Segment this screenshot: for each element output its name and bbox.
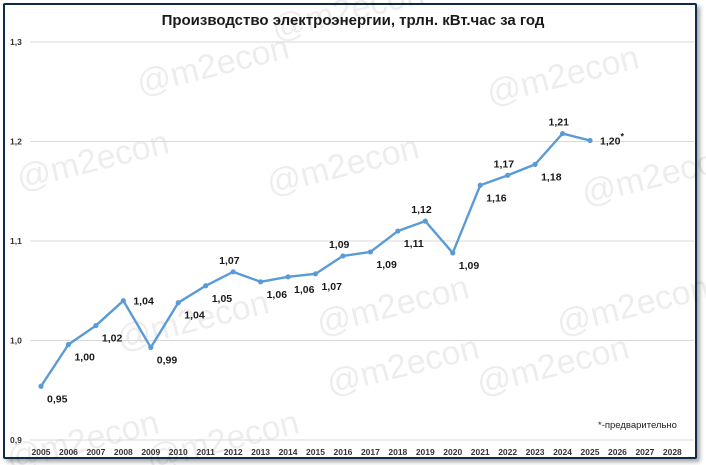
x-tick-label: 2014: [279, 447, 298, 457]
x-tick-label: 2021: [471, 447, 490, 457]
x-tick-label: 2006: [59, 447, 78, 457]
data-point: [120, 298, 126, 304]
watermark-text: @m2econ: [578, 138, 706, 212]
data-point: [532, 161, 538, 167]
data-label: 1,17: [494, 158, 515, 170]
x-tick-label: 2012: [224, 447, 243, 457]
data-point: [395, 228, 401, 234]
data-point: [65, 341, 72, 348]
watermark-layer: @m2econ@m2econ@m2econ@m2econ@m2econ @m2ec…: [3, 0, 706, 465]
data-label: 0,95: [47, 393, 68, 405]
watermark-text: @m2econ: [313, 268, 473, 342]
data-label: 1,00: [74, 351, 95, 363]
x-tick-label: 2017: [361, 447, 380, 457]
data-point: [505, 172, 511, 178]
data-point: [367, 249, 373, 255]
data-label: 1,05: [212, 293, 233, 305]
data-label: 1,07: [219, 255, 240, 267]
data-point: [93, 322, 99, 329]
x-tick-label: 2022: [498, 447, 517, 457]
watermark-text: @m2econ: [263, 128, 423, 202]
data-label: 1,18: [541, 171, 562, 183]
watermark-text: @m2econ: [473, 328, 633, 402]
data-label: 1,09: [459, 260, 480, 272]
data-label: 1,04: [133, 296, 154, 308]
watermark-text: @m2econ: [553, 268, 706, 342]
data-point: [258, 279, 264, 285]
data-point: [559, 130, 566, 137]
x-tick-label: 2007: [86, 447, 105, 457]
x-axis: 2005 2006 2007 2008 2009 2010 2011 2012 2013 2014…: [32, 447, 683, 457]
y-tick-label: 1,1: [10, 236, 22, 246]
y-tick-label: 1,0: [10, 336, 22, 346]
data-point: [587, 137, 593, 144]
x-tick-label: 2025: [581, 447, 600, 457]
x-tick-label: 2028: [663, 447, 682, 457]
y-tick-label: 1,2: [10, 137, 22, 147]
y-tick-label: 0,9: [10, 435, 22, 445]
watermark-text: @m2econ: [323, 328, 483, 402]
data-labels: 0,95 1,00 1,02 1,04 0,99 1,04 1,05 1,07 1,06 1,06…: [47, 117, 624, 406]
series-layer: [38, 130, 593, 389]
watermark-text: @m2econ: [133, 28, 293, 102]
data-label: 1,21: [549, 117, 570, 129]
data-point: [450, 250, 456, 256]
data-point: [340, 253, 346, 259]
data-point: [203, 283, 209, 289]
data-label: 1,06: [294, 284, 315, 296]
x-tick-label: 2018: [388, 447, 407, 457]
data-label: 1,12: [411, 204, 432, 216]
data-label: 1,20*: [600, 132, 624, 148]
x-tick-label: 2023: [526, 447, 545, 457]
chart-frame: [3, 3, 697, 459]
data-label: 1,06: [267, 289, 288, 301]
x-tick-label: 2005: [32, 447, 51, 457]
x-tick-label: 2024: [553, 447, 572, 457]
watermark-text: @m2econ: [268, 0, 428, 48]
data-point: [148, 344, 154, 351]
data-point: [422, 218, 428, 224]
watermark-text: @m2econ: [13, 123, 173, 197]
data-label: 1,09: [329, 239, 350, 251]
x-tick-label: 2008: [114, 447, 133, 457]
x-tick-label: 2026: [608, 447, 627, 457]
data-point: [175, 300, 181, 306]
x-tick-label: 2010: [169, 447, 188, 457]
x-tick-label: 2019: [416, 447, 435, 457]
x-tick-label: 2009: [141, 447, 160, 457]
data-label: 1,16: [486, 192, 507, 204]
data-point: [285, 274, 291, 280]
x-tick-label: 2011: [196, 447, 215, 457]
x-tick-label: 2015: [306, 447, 325, 457]
x-tick-label: 2016: [333, 447, 352, 457]
label-asterisk: *: [620, 132, 624, 142]
data-point: [38, 383, 44, 389]
data-label: 1,11: [404, 238, 424, 250]
data-label: 1,02: [102, 333, 123, 345]
y-tick-label: 1,3: [10, 37, 22, 47]
data-point: [312, 271, 319, 277]
grid-lines: [30, 41, 694, 441]
chart-title: Производство электроэнергии, трлн. кВт.ч…: [161, 12, 545, 29]
watermark-text: @m2econ: [483, 38, 643, 112]
data-label: 0,99: [157, 354, 178, 366]
data-label: 1,09: [376, 259, 397, 271]
data-label: 1,04: [184, 310, 205, 322]
x-tick-label: 2027: [635, 447, 654, 457]
data-point: [230, 269, 236, 275]
preliminary-note: *-предварительно: [598, 420, 677, 431]
data-label: 1,07: [322, 281, 343, 293]
y-axis: 0,9 1,0 1,1 1,2 1,3: [10, 37, 22, 445]
x-tick-label: 2020: [443, 447, 462, 457]
data-point: [477, 182, 483, 188]
watermark-text: @m2econ: [3, 403, 163, 465]
x-tick-label: 2013: [251, 447, 270, 457]
